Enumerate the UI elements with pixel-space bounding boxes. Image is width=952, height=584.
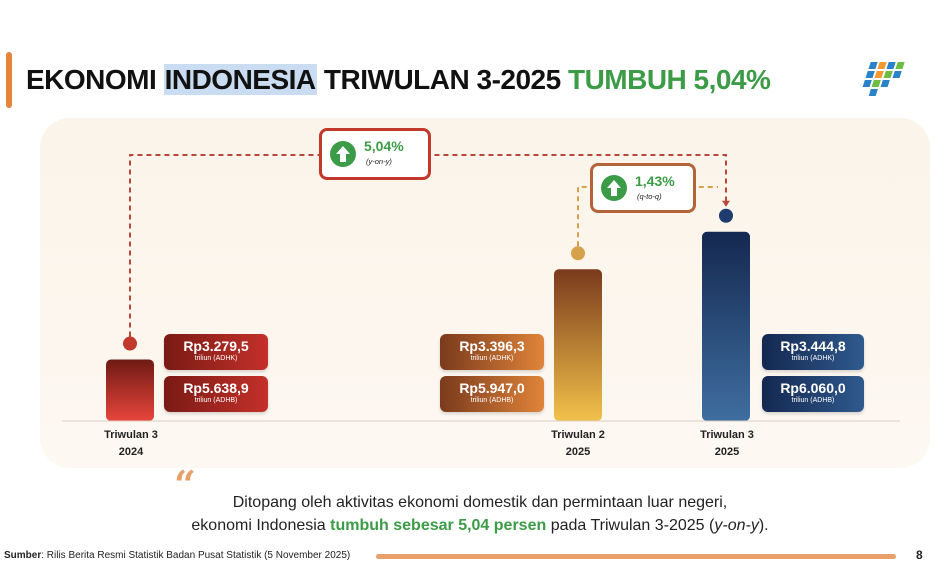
category-line1: Triwulan 3: [700, 429, 754, 441]
title-part2: TRIWULAN 3-2025: [316, 64, 568, 95]
yoy-label: (y-on-y): [366, 157, 392, 166]
quote-mark-icon: “: [174, 462, 196, 507]
up-arrow-icon: [330, 141, 356, 167]
adhb-unit: triliun (ADHB): [470, 397, 514, 404]
adhk-label-2025q2: Rp3.396,3 triliun (ADHK): [440, 334, 544, 370]
adhk-value: Rp3.396,3: [459, 338, 525, 354]
title-part1: EKONOMI: [26, 64, 164, 95]
title-growth: TUMBUH 5,04%: [567, 64, 771, 95]
page-number: 8: [916, 548, 923, 562]
yoy-value: 5,04%: [364, 138, 404, 154]
bar-triwulan-3-2024: [106, 359, 154, 421]
title-highlight: INDONESIA: [163, 64, 317, 95]
page-title: EKONOMI INDONESIA TRIWULAN 3-2025 TUMBUH…: [26, 64, 771, 96]
quote-line2-b: pada Triwulan 3-2025 (: [546, 517, 715, 534]
adhb-unit: triliun (ADHB): [791, 397, 835, 404]
connector-arrowhead-icon: [722, 200, 730, 207]
bar-marker-dot: [123, 336, 137, 351]
quote-italic: y-on-y: [714, 517, 759, 534]
category-line2: 2025: [565, 446, 591, 458]
qtq-connector-line: [577, 186, 718, 247]
quote-line2: ekonomi Indonesia tumbuh sebesar 5,04 pe…: [100, 514, 860, 537]
source-text: : Rilis Berita Resmi Statistik Badan Pus…: [41, 550, 351, 561]
qtq-label: (q-to-q): [637, 192, 662, 201]
adhk-unit: triliun (ADHK): [791, 355, 835, 362]
category-line2: 2024: [118, 446, 144, 458]
category-label-2025q3: Triwulan 3 2025: [682, 427, 772, 461]
title-accent-bar: [6, 52, 12, 108]
category-label-2024q3: Triwulan 3 2024: [86, 427, 176, 461]
category-line1: Triwulan 3: [104, 429, 158, 441]
bar-marker-dot: [719, 208, 733, 223]
adhb-label-2025q2: Rp5.947,0 triliun (ADHB): [440, 376, 544, 412]
adhb-unit: triliun (ADHB): [194, 397, 238, 404]
summary-quote: Ditopang oleh aktivitas ekonomi domestik…: [100, 491, 860, 537]
adhk-label-2024q3: Rp3.279,5 triliun (ADHK): [164, 334, 268, 370]
qtq-value: 1,43%: [635, 173, 675, 189]
qtq-growth-box: 1,43% (q-to-q): [590, 163, 696, 213]
adhk-value: Rp3.279,5: [183, 338, 249, 354]
bar-triwulan-2-2025: [554, 269, 602, 421]
adhb-label-2024q3: Rp5.638,9 triliun (ADHB): [164, 376, 268, 412]
source-label: Sumber: [4, 550, 42, 561]
adhb-value: Rp5.638,9: [183, 380, 249, 396]
adhk-value: Rp3.444,8: [780, 338, 846, 354]
quote-line2-a: ekonomi Indonesia: [191, 517, 331, 534]
adhk-label-2025q3: Rp3.444,8 triliun (ADHK): [762, 334, 864, 370]
up-arrow-icon: [601, 175, 627, 201]
source-note: Sumber: Rilis Berita Resmi Statistik Bad…: [4, 550, 350, 561]
adhk-unit: triliun (ADHK): [470, 355, 514, 362]
footer-bar: [376, 554, 896, 559]
yoy-growth-box: 5,04% (y-on-y): [319, 128, 431, 180]
bps-logo-icon: [862, 62, 905, 96]
quote-line2-c: ).: [758, 517, 769, 534]
category-line2: 2025: [714, 446, 740, 458]
adhb-value: Rp6.060,0: [780, 380, 846, 396]
category-label-2025q2: Triwulan 2 2025: [533, 427, 623, 461]
bar-triwulan-3-2025: [702, 231, 750, 421]
quote-line1: Ditopang oleh aktivitas ekonomi domestik…: [232, 494, 728, 511]
adhb-value: Rp5.947,0: [459, 380, 525, 396]
adhk-unit: triliun (ADHK): [194, 355, 238, 362]
adhb-label-2025q3: Rp6.060,0 triliun (ADHB): [762, 376, 864, 412]
quote-highlight: tumbuh sebesar 5,04 persen: [330, 517, 547, 534]
bar-marker-dot: [571, 246, 585, 261]
category-line1: Triwulan 2: [551, 429, 605, 441]
